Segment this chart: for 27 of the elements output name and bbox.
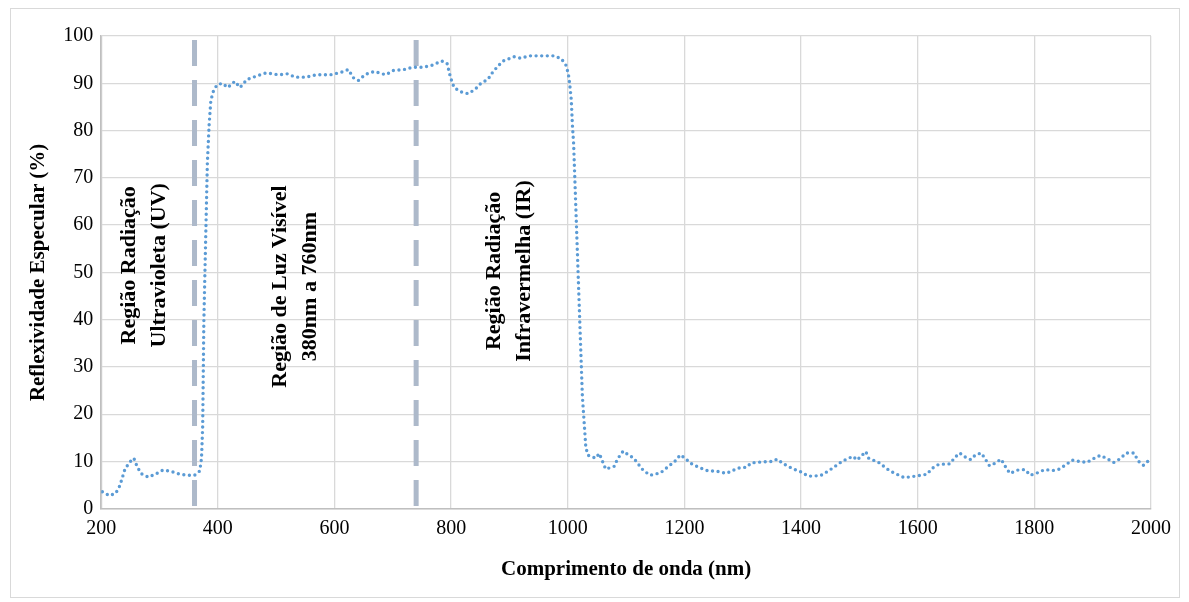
x-tick-label: 800 [436, 516, 467, 539]
x-tick-label: 200 [86, 516, 117, 539]
x-tick-label: 1400 [781, 516, 822, 539]
x-axis-title: Comprimento de onda (nm) [500, 555, 752, 580]
x-tick-label: 1600 [897, 516, 938, 539]
y-tick-label: 20 [73, 401, 94, 424]
x-tick-label: 400 [202, 516, 233, 539]
x-tick-label: 600 [319, 516, 350, 539]
y-axis-title: Reflexividade Especular (%) [25, 143, 50, 402]
x-tick-label: 1800 [1014, 516, 1055, 539]
y-tick-label: 60 [73, 212, 94, 235]
x-tick-label: 1200 [664, 516, 705, 539]
y-tick-label: 40 [73, 306, 94, 329]
y-tick-label: 0 [83, 496, 94, 519]
y-tick-label: 90 [73, 70, 94, 93]
annotation: Região Radiação Ultravioleta (UV) [114, 183, 170, 348]
y-tick-label: 30 [73, 354, 94, 377]
annotation: Região Radiação Infravermelha (IR) [480, 180, 536, 362]
line-series [101, 54, 1151, 498]
y-tick-label: 10 [73, 448, 94, 471]
x-tick-label: 2000 [1131, 516, 1171, 539]
y-tick-label: 100 [63, 23, 94, 46]
annotation: Região de Luz Visível 380nm a 760nm [266, 185, 322, 388]
y-tick-label: 70 [73, 165, 94, 188]
y-tick-label: 80 [73, 117, 94, 140]
y-tick-label: 50 [73, 259, 94, 282]
x-tick-label: 1000 [547, 516, 588, 539]
